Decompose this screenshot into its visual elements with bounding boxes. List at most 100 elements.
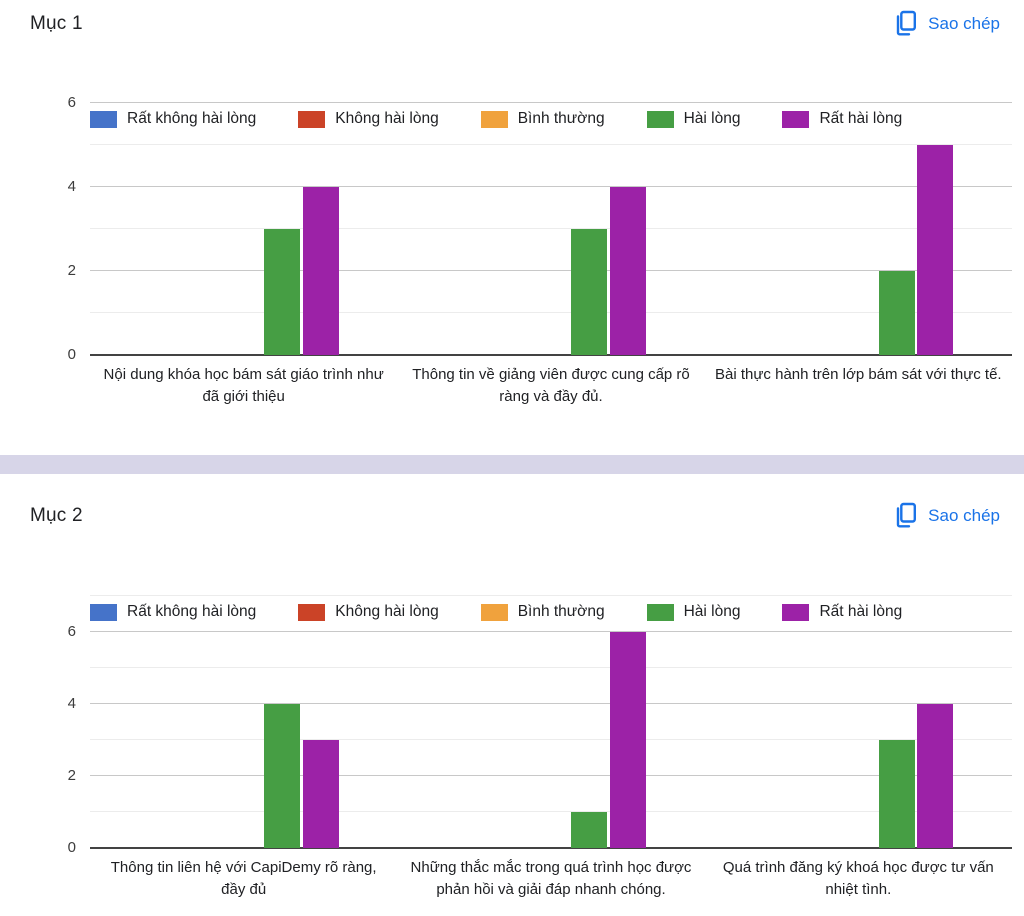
legend-item: Bình thường — [480, 110, 605, 128]
bar-group — [397, 103, 704, 355]
legend-swatch — [480, 110, 508, 128]
x-axis-baseline — [90, 354, 1012, 356]
chart-legend: Rất không hài lòng Không hài lòng Bình thư… — [90, 603, 902, 621]
bar — [878, 740, 915, 848]
section-card-1: Mục 1 Sao chép 0 2 4 6 Nội dung khóa học bám… — [0, 0, 1024, 455]
bar — [917, 704, 954, 848]
x-axis-labels: Thông tin liên hệ với CapiDemy rõ ràng, … — [90, 857, 1012, 901]
bar-groups — [90, 103, 1012, 355]
y-axis-tick-label: 2 — [67, 767, 76, 784]
bar-slot — [762, 103, 801, 355]
x-axis-baseline — [90, 847, 1012, 849]
gridline — [90, 228, 1012, 229]
legend-item: Hài lòng — [646, 110, 741, 128]
bar-slot — [147, 596, 186, 848]
bar-chart: 0 2 4 6 Thông tin liên hệ với CapiDemy rõ rà… — [0, 595, 1024, 916]
bar-slot — [301, 103, 340, 355]
bar-group — [705, 596, 1012, 848]
legend-item: Không hài lòng — [298, 110, 439, 128]
bar-slot — [878, 596, 917, 848]
y-axis-tick-label: 4 — [67, 178, 76, 195]
bar-slot — [609, 596, 648, 848]
y-axis-tick-label: 6 — [67, 623, 76, 640]
bar-slot — [570, 596, 609, 848]
legend-swatch — [298, 603, 326, 621]
bar-slot — [916, 596, 955, 848]
x-axis-category-label: Nội dung khóa học bám sát giáo trình như… — [103, 366, 384, 405]
bar-slot — [916, 103, 955, 355]
legend-swatch — [782, 603, 810, 621]
bar-slot — [570, 103, 609, 355]
copy-button[interactable]: Sao chép — [894, 10, 1000, 37]
legend-label: Không hài lòng — [335, 110, 439, 127]
gridline — [90, 595, 1012, 596]
copy-button-label: Sao chép — [928, 13, 1000, 33]
bar-slot — [186, 103, 225, 355]
x-axis-category-label: Bài thực hành trên lớp bám sát với thực … — [715, 366, 1002, 383]
bar-slot — [301, 596, 340, 848]
bar-slot — [186, 596, 225, 848]
legend-label: Rất không hài lòng — [127, 603, 257, 620]
bar-group — [397, 596, 704, 848]
gridline — [90, 811, 1012, 812]
gridline — [90, 186, 1012, 187]
gridline — [90, 739, 1012, 740]
bar — [302, 187, 339, 355]
bar-slot — [878, 103, 917, 355]
legend-swatch — [90, 603, 117, 621]
x-axis-category-label: Thông tin về giảng viên được cung cấp rõ… — [412, 366, 690, 405]
y-axis-tick-label: 6 — [67, 94, 76, 111]
y-axis-tick-label: 0 — [67, 346, 76, 363]
section-title: Mục 2 — [30, 504, 83, 526]
copy-button-label: Sao chép — [928, 505, 1000, 525]
copy-icon — [894, 10, 917, 37]
bar — [571, 229, 608, 355]
bar-slot — [224, 103, 263, 355]
gridline — [90, 775, 1012, 776]
legend-swatch — [90, 110, 117, 128]
bar-slot — [263, 596, 302, 848]
plot-area — [90, 595, 1012, 849]
legend-item: Rất không hài lòng — [90, 110, 256, 128]
section-divider — [0, 455, 1024, 474]
gridline — [90, 631, 1012, 632]
legend-label: Rất hài lòng — [819, 110, 903, 127]
gridline — [90, 667, 1012, 668]
copy-icon — [894, 502, 917, 529]
section-title: Mục 1 — [30, 12, 83, 34]
bar — [264, 229, 301, 355]
legend-label: Rất hài lòng — [819, 603, 903, 620]
bar — [917, 145, 954, 355]
legend-label: Hài lòng — [683, 603, 741, 620]
bar-slot — [532, 596, 571, 848]
bar-slot — [493, 596, 532, 848]
legend-swatch — [646, 110, 674, 128]
gridline — [90, 270, 1012, 271]
bar-slot — [455, 103, 494, 355]
legend-swatch — [782, 110, 810, 128]
bar-slot — [147, 103, 186, 355]
gridline — [90, 703, 1012, 704]
card-header: Mục 1 Sao chép — [30, 10, 1000, 37]
bar-group — [705, 103, 1012, 355]
bar-slot — [762, 596, 801, 848]
bar-slot — [224, 596, 263, 848]
bar-group — [90, 103, 397, 355]
legend-item: Rất không hài lòng — [90, 603, 256, 621]
chart-legend: Rất không hài lòng Không hài lòng Bình thư… — [90, 110, 902, 128]
bar — [302, 740, 339, 848]
bar-slot — [801, 103, 840, 355]
card-header: Mục 2 Sao chép — [30, 502, 1000, 529]
bar-groups — [90, 596, 1012, 848]
bar-slot — [493, 103, 532, 355]
legend-swatch — [298, 110, 326, 128]
legend-label: Hài lòng — [683, 110, 741, 127]
legend-label: Bình thường — [517, 110, 605, 127]
y-axis-tick-label: 2 — [67, 262, 76, 279]
legend-label: Rất không hài lòng — [127, 110, 257, 127]
copy-button[interactable]: Sao chép — [894, 502, 1000, 529]
legend-swatch — [480, 603, 508, 621]
x-axis-labels: Nội dung khóa học bám sát giáo trình như… — [90, 364, 1012, 408]
y-axis-tick-label: 4 — [67, 695, 76, 712]
x-axis-category-label: Quá trình đăng ký khoá học được tư vấn n… — [722, 859, 994, 898]
